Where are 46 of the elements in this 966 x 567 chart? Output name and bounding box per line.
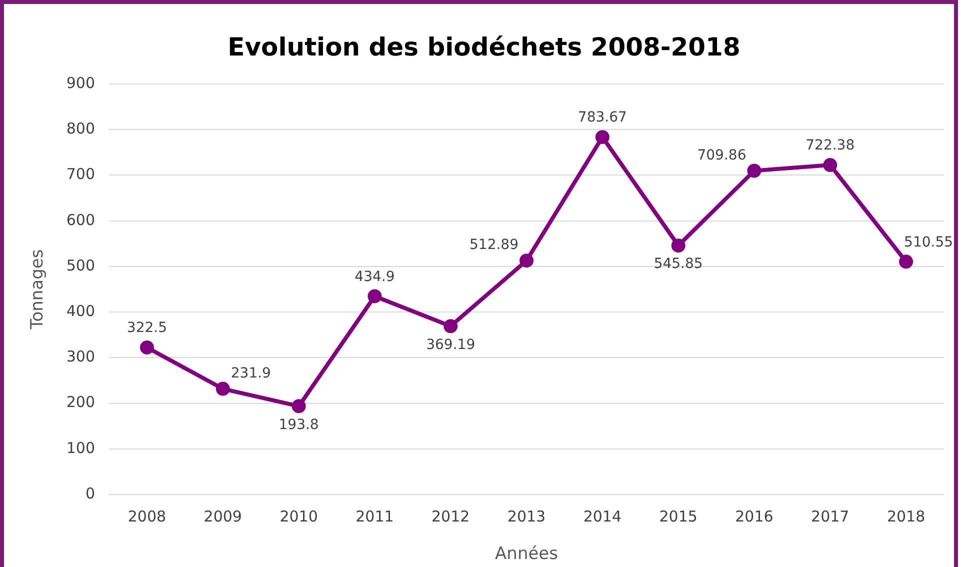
- x-tick-label: 2009: [204, 507, 242, 526]
- y-tick-label: 300: [66, 348, 96, 366]
- data-label: 722.38: [806, 138, 855, 154]
- point: [899, 254, 914, 269]
- point: [595, 130, 610, 144]
- point: [444, 319, 458, 334]
- x-tick-label: 2008: [128, 507, 166, 526]
- point: [368, 289, 382, 304]
- point: [520, 254, 534, 268]
- point: [671, 238, 686, 253]
- point: [823, 158, 838, 172]
- x-tick-label: 2016: [735, 507, 774, 526]
- y-tick-label: 200: [66, 393, 96, 412]
- y-tick-label: 700: [66, 165, 96, 184]
- y-axis-title: Tonnages: [28, 249, 48, 330]
- x-tick-label: 2013: [507, 507, 546, 526]
- data-label: 709.86: [697, 147, 746, 164]
- data-label: 510.55: [904, 234, 954, 250]
- x-tick-label: 2018: [886, 507, 926, 526]
- data-label: 231.9: [230, 365, 271, 382]
- x-tick-label: 2010: [280, 507, 318, 526]
- point: [292, 399, 306, 414]
- y-tick-label: 100: [66, 438, 96, 457]
- data-label: 369.19: [426, 336, 476, 353]
- y-tick-label: 600: [66, 210, 96, 229]
- x-tick-label: 2012: [432, 507, 470, 526]
- x-tick-label: 2014: [583, 507, 622, 526]
- y-tick-label: 900: [66, 74, 96, 92]
- y-tick-label: 0: [85, 484, 96, 502]
- data-label: 512.89: [470, 237, 519, 254]
- y-tick-label: 500: [66, 256, 96, 274]
- chart-title: Evolution des biodéchets 2008-2018: [228, 32, 740, 62]
- data-label: 193.8: [278, 416, 319, 433]
- y-tick-label: 400: [66, 302, 96, 320]
- point: [216, 382, 230, 396]
- x-tick-label: 2017: [811, 507, 850, 526]
- x-axis-title: Années: [495, 544, 558, 564]
- data-label: 322.5: [126, 320, 168, 336]
- point: [747, 164, 762, 178]
- y-tick-label: 800: [66, 120, 96, 138]
- data-label: 434.9: [354, 268, 395, 285]
- point: [140, 340, 154, 354]
- data-label: 545.85: [654, 256, 703, 272]
- x-tick-label: 2011: [356, 507, 394, 526]
- data-label: 783.67: [578, 110, 627, 126]
- x-tick-label: 2015: [659, 507, 698, 526]
